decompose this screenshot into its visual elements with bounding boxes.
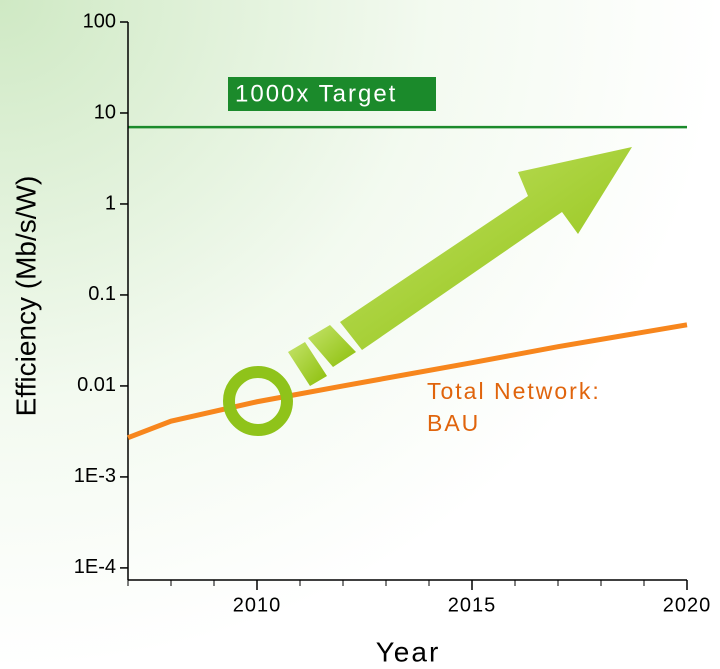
x-axis-label: Year: [376, 636, 441, 667]
x-tick-label: 2015: [448, 594, 497, 616]
y-axis-label: Efficiency (Mb/s/W): [10, 176, 41, 417]
y-tick-label: 1E-3: [74, 465, 116, 487]
annotation: Total Network:: [427, 378, 601, 404]
y-tick-label: 0.1: [88, 283, 116, 305]
y-tick-label: 1: [105, 192, 116, 214]
y-tick-label: 0.01: [77, 374, 116, 396]
ring: [223, 366, 293, 436]
arrow-dash: [308, 325, 356, 367]
arrow: [340, 147, 632, 350]
annotation: BAU: [427, 410, 480, 436]
x-tick-label: 2020: [663, 594, 712, 616]
plot-area: 1000x Target 100 10 1 0.1 0.01 1E-3 1E-4 2010 201…: [74, 10, 712, 616]
target-label: 1000x Target: [235, 80, 397, 107]
x-tick-label: 2010: [233, 594, 282, 616]
arrow-graphic: [223, 147, 632, 436]
y-tick-label: 1E-4: [74, 556, 116, 578]
y-tick-label: 10: [94, 101, 116, 123]
y-tick-label: 100: [83, 10, 116, 32]
line-series: [127, 322, 688, 441]
target-label-box: [228, 77, 436, 111]
arrow-dash: [288, 342, 327, 386]
